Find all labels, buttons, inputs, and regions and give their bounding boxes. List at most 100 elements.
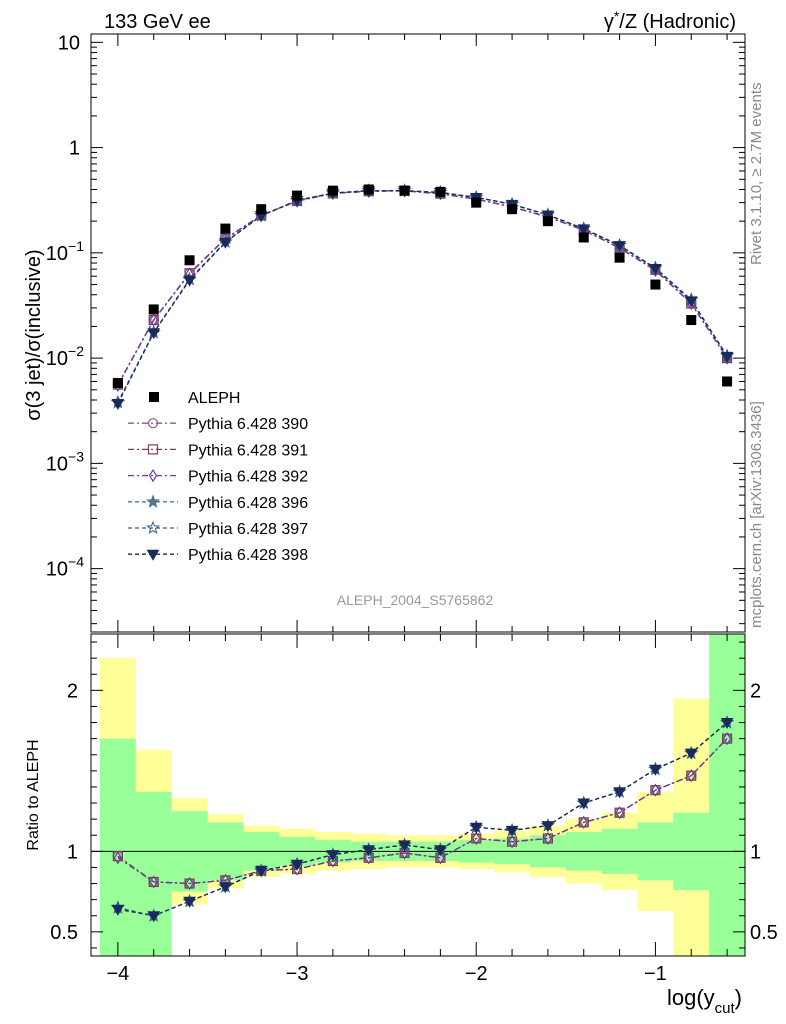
data-point (435, 186, 446, 197)
legend-label: Pythia 6.428 398 (188, 547, 308, 564)
ratio-line-5 (117, 722, 728, 917)
data-point (578, 232, 589, 243)
data-point (363, 184, 374, 195)
ratio-y-tick-label-right: 0.5 (750, 922, 778, 944)
data-point (399, 185, 410, 196)
series-point (219, 237, 232, 249)
series-point (613, 241, 626, 253)
data-point (256, 204, 267, 215)
series-line-1 (117, 189, 728, 385)
data-point (184, 255, 195, 266)
ratio-point (472, 831, 481, 846)
series-point (649, 264, 662, 276)
ratio-point (434, 845, 447, 857)
legend-label: Pythia 6.428 397 (188, 521, 308, 538)
ratio-uncertainty-bands (91, 634, 745, 956)
data-point (471, 197, 482, 208)
series-line-4 (117, 189, 728, 403)
ratio-point (651, 783, 660, 797)
data-point (112, 378, 123, 389)
main-y-axis-label: σ(3 jet)/σ(inclusive) (23, 249, 45, 420)
ratio-point (541, 821, 555, 833)
ratio-point (113, 851, 123, 865)
ratio-point (577, 798, 591, 810)
ratio-point (507, 835, 517, 849)
legend-marker (146, 494, 160, 508)
legend-marker (148, 468, 158, 483)
legend-label: Pythia 6.428 392 (188, 469, 308, 486)
x-axis-label: log(ycut) (667, 985, 742, 1017)
data-point (327, 185, 338, 196)
series-point (147, 328, 161, 340)
header-left-label: 133 GeV ee (104, 11, 211, 33)
data-point (686, 315, 697, 326)
ratio-point (579, 815, 588, 829)
data-point (650, 279, 661, 290)
ratio-point (111, 904, 125, 916)
series-point (577, 224, 591, 236)
main-y-tick-label: 10 (58, 32, 80, 54)
rivet-version-label: Rivet 3.1.10, ≥ 2.7M events (748, 83, 765, 266)
ratio-point (185, 876, 194, 891)
x-tick-label: −4 (106, 963, 129, 985)
ratio-y-tick-label-right: 1 (750, 841, 761, 863)
legend-marker (149, 392, 159, 402)
ratio-point (290, 859, 304, 871)
legend-label: ALEPH (188, 390, 240, 407)
data-point (220, 223, 231, 234)
ratio-point (326, 850, 340, 862)
x-tick-labels: −4 −3 −2 −1 (106, 963, 666, 985)
header-right-label: γ*/Z (Hadronic) (604, 8, 736, 33)
main-panel-frame (90, 33, 746, 633)
ratio-point (615, 806, 624, 820)
legend-marker (146, 520, 160, 535)
ratio-point (362, 845, 376, 857)
legend-label: Pythia 6.428 396 (188, 495, 308, 512)
ratio-point (469, 822, 483, 834)
legend: ALEPH Pythia 6.428 390 Pythia 6.428 391 Pyt… (128, 390, 308, 564)
main-panel-ticks (91, 34, 745, 632)
ratio-panel-frame (90, 633, 746, 957)
data-point (542, 216, 553, 227)
series-line-5 (117, 190, 728, 404)
ratio-point (254, 866, 268, 878)
data-point (292, 190, 303, 201)
ratio-point (147, 911, 161, 923)
ratio-panel-ticks (91, 634, 745, 956)
ratio-point (364, 851, 373, 865)
ratio-y-axis-label: Ratio to ALEPH (25, 739, 42, 850)
series-line-3 (117, 189, 728, 403)
ratio-y-tick-labels: 2 2 1 1 0.5 0.5 (50, 680, 778, 944)
ratio-y-tick-label: 0.5 (50, 922, 78, 944)
series-line-0 (117, 189, 728, 385)
ratio-y-tick-label: 2 (67, 680, 78, 702)
ratio-point (505, 825, 519, 837)
series-line-2 (117, 190, 728, 386)
ratio-panel-series (110, 715, 735, 923)
main-y-tick-label: 1 (69, 138, 80, 160)
x-tick-label: −3 (286, 963, 309, 985)
ratio-point (722, 732, 732, 746)
main-y-tick-label: 10−1 (46, 238, 84, 265)
series-point (720, 351, 734, 363)
ratio-point (219, 882, 232, 894)
ratio-point (649, 764, 662, 776)
series-point (111, 399, 125, 411)
x-tick-label: −1 (644, 963, 667, 985)
data-point (722, 376, 733, 387)
ratio-point (687, 769, 696, 783)
main-y-tick-labels: 10 1 10−1 10−2 10−3 10−4 (46, 32, 84, 580)
main-y-tick-label: 10−2 (46, 343, 84, 370)
x-tick-label: −2 (465, 963, 488, 985)
ratio-point (613, 787, 626, 799)
ratio-point (400, 846, 409, 860)
ratio-y-tick-label-right: 2 (750, 680, 761, 702)
series-point (183, 275, 196, 287)
ratio-point (684, 748, 698, 760)
legend-marker (147, 418, 159, 429)
data-point (148, 304, 159, 315)
band-inner (99, 738, 136, 956)
analysis-id-label: ALEPH_2004_S5765862 (337, 592, 494, 608)
series-point (541, 210, 555, 222)
